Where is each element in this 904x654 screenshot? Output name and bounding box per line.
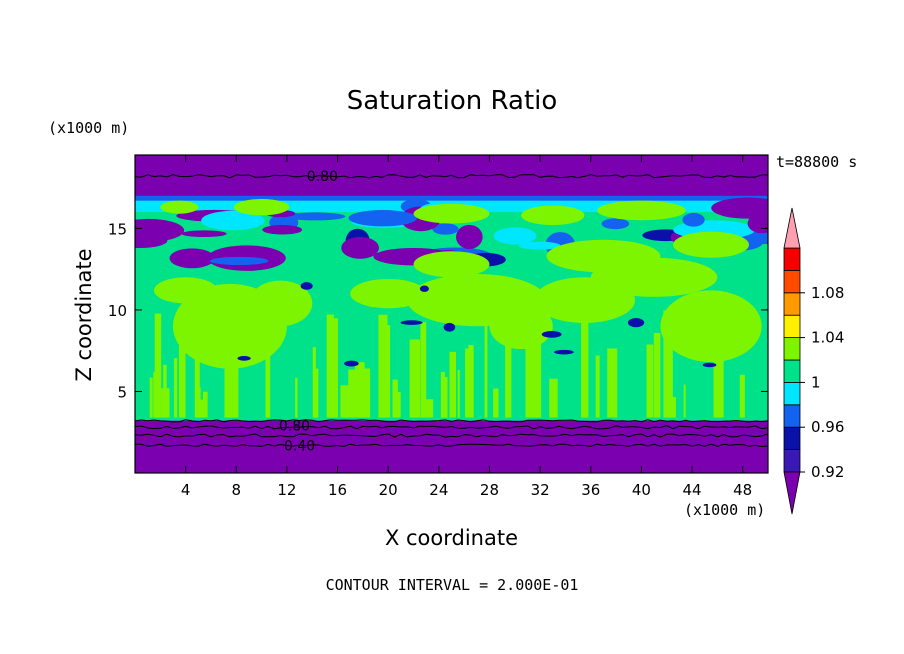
colorbar-segment	[783, 426, 801, 451]
colorbar-tick-label: 0.96	[811, 418, 844, 436]
y-tick-label: 5	[117, 383, 127, 401]
saturation-field	[135, 155, 768, 473]
contour-line-3	[135, 433, 768, 438]
supersaturated-regions	[149, 199, 762, 418]
x-tick-label: 40	[632, 481, 651, 499]
x-axis-ticks: 4 8 12 16 20 24 28 32 36 40 44 48	[181, 155, 752, 499]
colorbar-extend-max	[783, 207, 801, 249]
x-tick-label: 16	[328, 481, 347, 499]
colorbar-segment	[783, 449, 801, 473]
colorbar-segment	[783, 359, 801, 383]
colorbar-tick-label: 0.92	[811, 463, 844, 481]
colorbar: 0.92 0.96 1 1.04 1.08	[783, 207, 844, 515]
x-tick-label: 28	[480, 481, 499, 499]
contour-line-2	[135, 425, 768, 430]
x-tick-label: 4	[181, 481, 191, 499]
colorbar-segment	[783, 337, 801, 361]
y-tick-label: 10	[108, 302, 127, 320]
boundary-layer	[135, 420, 768, 473]
contour-label-2: 0.40	[284, 438, 315, 454]
contour-line-4	[135, 443, 768, 448]
x-tick-label: 32	[531, 481, 550, 499]
y-tick-label: 15	[108, 220, 127, 238]
colorbar-segment	[783, 381, 801, 406]
x-tick-label: 8	[232, 481, 242, 499]
colorbar-segment	[783, 247, 801, 271]
y-axis-unit: (x1000 m)	[48, 119, 130, 137]
contour-line-0	[135, 174, 768, 179]
colorbar-segment	[783, 314, 801, 339]
x-tick-label: 24	[429, 481, 448, 499]
contour-label-0: 0.80	[307, 169, 338, 185]
colorbar-segment	[783, 292, 801, 316]
x-tick-label: 36	[581, 481, 600, 499]
chart-title: Saturation Ratio	[346, 86, 558, 116]
x-axis-label: X coordinate	[384, 526, 519, 550]
contour-label-1: 0.80	[279, 419, 310, 435]
time-label: t=88800 s	[776, 153, 858, 171]
x-tick-label: 20	[379, 481, 398, 499]
x-axis-unit: (x1000 m)	[684, 501, 766, 519]
colorbar-extend-min	[783, 471, 801, 515]
contour-interval-note: CONTOUR INTERVAL = 2.000E-01	[325, 576, 579, 594]
colorbar-segment	[783, 269, 801, 294]
colorbar-tick-label: 1.08	[811, 284, 844, 302]
y-axis-ticks: 5 10 15	[108, 220, 768, 401]
x-tick-label: 44	[682, 481, 701, 499]
colorbar-segment	[783, 404, 801, 428]
x-tick-label: 48	[733, 481, 752, 499]
colorbar-tick-label: 1.04	[811, 329, 844, 347]
plot-frame	[134, 154, 769, 474]
contour-labels: 0.80 0.80 0.40	[279, 169, 338, 454]
colorbar-tick-label: 1	[811, 373, 821, 391]
x-tick-label: 12	[277, 481, 296, 499]
contour-line-1	[135, 419, 768, 423]
